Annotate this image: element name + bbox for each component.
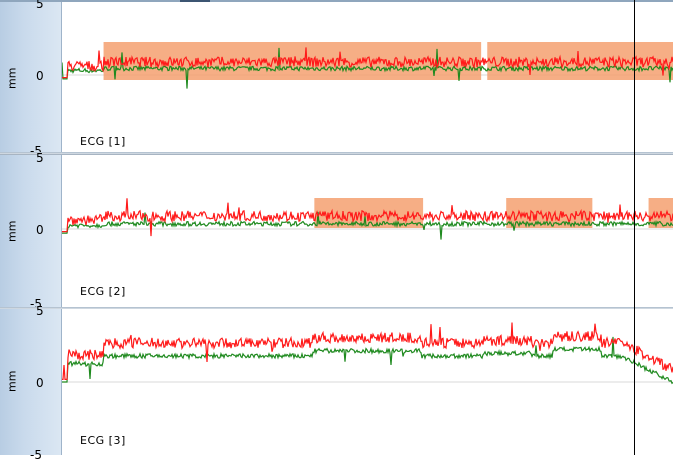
y-tick-max: 5 <box>36 151 44 165</box>
plot-area[interactable] <box>62 155 673 309</box>
ecg-panel-1[interactable]: mm 5 0 -5 ECG [1] <box>0 0 673 158</box>
ecg-trace-svg <box>62 198 673 240</box>
green-trace <box>62 336 673 385</box>
y-tick-zero: 0 <box>36 376 44 390</box>
y-tick-min: -5 <box>30 144 42 158</box>
time-cursor-line[interactable] <box>634 0 635 455</box>
red-trace <box>62 198 673 237</box>
green-trace <box>62 211 673 240</box>
y-tick-min: -5 <box>30 297 42 311</box>
red-trace <box>62 322 673 380</box>
y-axis-unit: mm <box>5 370 19 392</box>
ecg-channel-label: ECG [2] <box>80 285 126 298</box>
ecg-channel-label: ECG [1] <box>80 135 126 148</box>
red-trace <box>62 47 673 79</box>
y-tick-max: 5 <box>36 304 44 318</box>
y-tick-max: 5 <box>36 0 44 11</box>
ecg-panel-3[interactable]: mm 5 0 -5 ECG [3] <box>0 305 673 461</box>
plot-area[interactable] <box>62 2 673 155</box>
y-tick-min: -5 <box>30 448 42 462</box>
ecg-panel-2[interactable]: mm 5 0 -5 ECG [2] <box>0 151 673 311</box>
y-tick-zero: 0 <box>36 69 44 83</box>
y-axis-unit: mm <box>5 67 19 89</box>
top-border <box>0 0 673 3</box>
panel-separator[interactable] <box>0 152 673 156</box>
y-axis-band: mm <box>0 2 62 155</box>
plot-area[interactable] <box>62 309 673 455</box>
ecg-trace-svg <box>62 42 673 89</box>
y-tick-zero: 0 <box>36 223 44 237</box>
y-axis-band: mm <box>0 309 62 455</box>
green-trace <box>62 47 673 89</box>
ecg-channel-label: ECG [3] <box>80 434 126 447</box>
ecg-trace-svg <box>62 322 673 385</box>
y-axis-band: mm <box>0 155 62 309</box>
y-axis-unit: mm <box>5 220 19 242</box>
